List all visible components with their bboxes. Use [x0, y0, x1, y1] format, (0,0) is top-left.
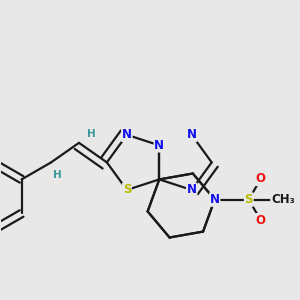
Text: H: H: [53, 170, 62, 180]
Text: H: H: [87, 129, 96, 139]
Text: N: N: [187, 183, 197, 196]
Text: N: N: [187, 128, 197, 141]
Text: CH₃: CH₃: [271, 193, 295, 206]
Text: N: N: [210, 193, 220, 206]
Text: S: S: [123, 183, 131, 196]
Text: O: O: [256, 214, 266, 227]
Text: S: S: [244, 193, 253, 206]
Text: N: N: [122, 128, 132, 141]
Text: N: N: [154, 139, 164, 152]
Text: O: O: [256, 172, 266, 185]
